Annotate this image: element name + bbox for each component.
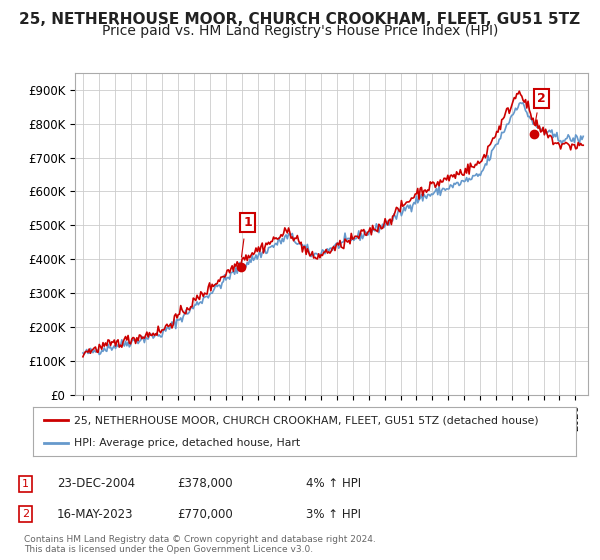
Text: 25, NETHERHOUSE MOOR, CHURCH CROOKHAM, FLEET, GU51 5TZ (detached house): 25, NETHERHOUSE MOOR, CHURCH CROOKHAM, F…	[74, 416, 538, 426]
Text: £770,000: £770,000	[177, 507, 233, 521]
Text: Price paid vs. HM Land Registry's House Price Index (HPI): Price paid vs. HM Land Registry's House …	[102, 24, 498, 38]
Text: 2: 2	[537, 92, 546, 105]
Text: 1: 1	[22, 479, 29, 489]
Text: 3% ↑ HPI: 3% ↑ HPI	[306, 507, 361, 521]
Text: HPI: Average price, detached house, Hart: HPI: Average price, detached house, Hart	[74, 438, 300, 448]
Text: 2: 2	[22, 509, 29, 519]
Text: 25, NETHERHOUSE MOOR, CHURCH CROOKHAM, FLEET, GU51 5TZ: 25, NETHERHOUSE MOOR, CHURCH CROOKHAM, F…	[19, 12, 581, 27]
Text: Contains HM Land Registry data © Crown copyright and database right 2024.
This d: Contains HM Land Registry data © Crown c…	[24, 535, 376, 554]
Text: 4% ↑ HPI: 4% ↑ HPI	[306, 477, 361, 491]
Text: 16-MAY-2023: 16-MAY-2023	[57, 507, 133, 521]
Text: £378,000: £378,000	[177, 477, 233, 491]
Text: 23-DEC-2004: 23-DEC-2004	[57, 477, 135, 491]
Text: 1: 1	[243, 216, 252, 229]
